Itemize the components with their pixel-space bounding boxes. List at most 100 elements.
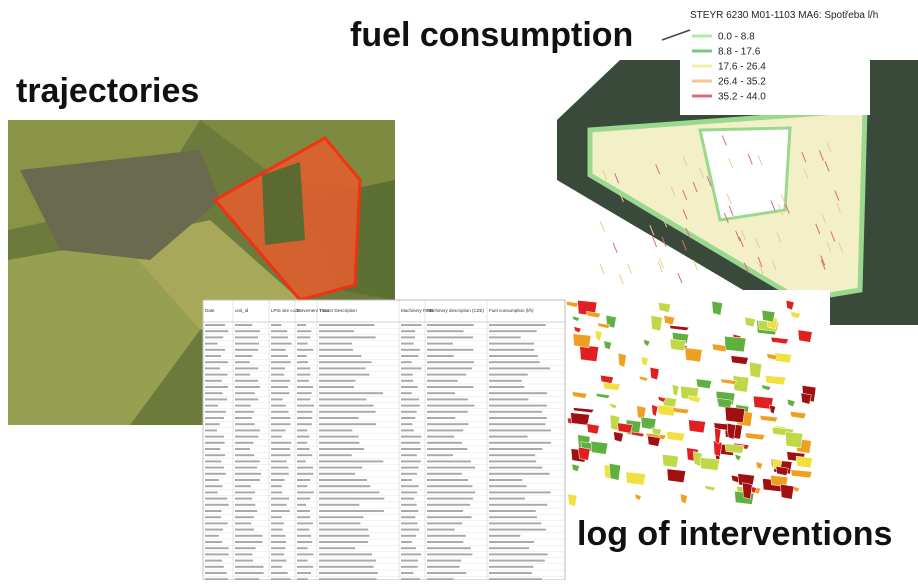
- cell-text: [297, 516, 311, 519]
- patch: [634, 493, 642, 501]
- cell-text: [297, 479, 311, 481]
- cell-text: [427, 516, 472, 519]
- streak: [682, 189, 688, 200]
- cell-text: [205, 454, 226, 457]
- streak: [657, 261, 663, 273]
- patch: [730, 355, 749, 365]
- cell-text: [271, 435, 282, 438]
- patch: [572, 407, 595, 413]
- cell-text: [271, 392, 290, 395]
- cell-text: [427, 448, 468, 450]
- streak: [780, 193, 786, 205]
- cell-text: [489, 342, 535, 345]
- cell-text: [319, 379, 356, 382]
- cell-text: [235, 448, 250, 450]
- cell-text: [427, 497, 474, 500]
- cell-text: [205, 559, 223, 562]
- streak: [599, 263, 605, 275]
- streak: [693, 260, 698, 271]
- streak: [784, 203, 790, 214]
- cell-text: [205, 572, 227, 574]
- cell-text: [297, 559, 308, 562]
- patch: [649, 366, 660, 381]
- patch: [680, 493, 688, 505]
- patch: [571, 315, 581, 322]
- streak: [728, 205, 734, 216]
- cell-text: [319, 578, 377, 581]
- cell-text: [489, 553, 548, 556]
- table-header: Machinery description (CZE): [427, 308, 485, 313]
- cell-text: [401, 348, 421, 351]
- cell-text: [401, 541, 412, 543]
- cell-text: [205, 472, 226, 475]
- cell-text: [489, 491, 551, 494]
- patch: [724, 335, 747, 353]
- fuel-map: [557, 5, 918, 325]
- streak: [820, 255, 826, 266]
- cell-text: [319, 541, 369, 543]
- cell-text: [427, 479, 469, 481]
- cell-text: [427, 454, 454, 457]
- table-header: Date: [205, 308, 215, 313]
- cell-text: [271, 510, 290, 512]
- legend-box: [680, 5, 870, 115]
- fuel-label: fuel consumption: [350, 16, 633, 54]
- patch: [695, 378, 713, 389]
- cell-text: [271, 479, 285, 481]
- patch: [666, 468, 686, 483]
- patch: [603, 340, 612, 351]
- cell-text: [271, 336, 289, 339]
- cell-text: [489, 503, 548, 506]
- cell-text: [235, 336, 258, 339]
- cell-text: [235, 342, 260, 345]
- cell-text: [401, 441, 421, 444]
- legend-title: STEYR 6230 M01-1103 MA6: Spotřeba l/h: [690, 10, 878, 21]
- cell-text: [205, 342, 218, 345]
- patch: [657, 404, 676, 417]
- cell-text: [235, 361, 250, 364]
- cell-text: [271, 398, 283, 401]
- cell-text: [271, 355, 289, 357]
- cell-text: [489, 429, 551, 432]
- cell-text: [401, 578, 420, 581]
- cell-text: [297, 342, 308, 345]
- streak: [747, 154, 753, 165]
- streak: [721, 135, 727, 146]
- patch: [759, 415, 779, 423]
- cell-text: [271, 373, 285, 376]
- patch: [769, 404, 776, 415]
- streak: [723, 212, 729, 224]
- patch: [726, 422, 736, 440]
- cell-text: [319, 472, 356, 475]
- cell-text: [427, 423, 469, 426]
- patch: [638, 375, 649, 382]
- patch: [737, 473, 755, 487]
- patch: [586, 311, 602, 319]
- cell-text: [401, 491, 418, 494]
- cell-text: [427, 417, 456, 419]
- cell-text: [319, 466, 363, 469]
- cell-text: [271, 516, 282, 519]
- cell-text: [271, 417, 291, 419]
- cell-text: [297, 348, 314, 351]
- patch: [684, 347, 703, 363]
- cell-text: [271, 472, 289, 475]
- cell-text: [489, 410, 543, 413]
- patch: [669, 325, 690, 331]
- cell-text: [427, 330, 464, 333]
- cell-text: [271, 553, 285, 556]
- patch: [572, 333, 592, 349]
- cell-text: [271, 534, 286, 537]
- streak: [757, 256, 763, 268]
- patch: [571, 391, 588, 399]
- cell-text: [427, 522, 463, 525]
- cell-text: [297, 485, 308, 488]
- cell-text: [235, 565, 264, 568]
- streak: [824, 161, 830, 172]
- cell-text: [319, 454, 352, 457]
- cell-text: [401, 522, 418, 525]
- cell-text: [427, 572, 467, 574]
- cell-text: [205, 398, 228, 401]
- patch: [764, 375, 787, 386]
- cell-text: [271, 342, 292, 345]
